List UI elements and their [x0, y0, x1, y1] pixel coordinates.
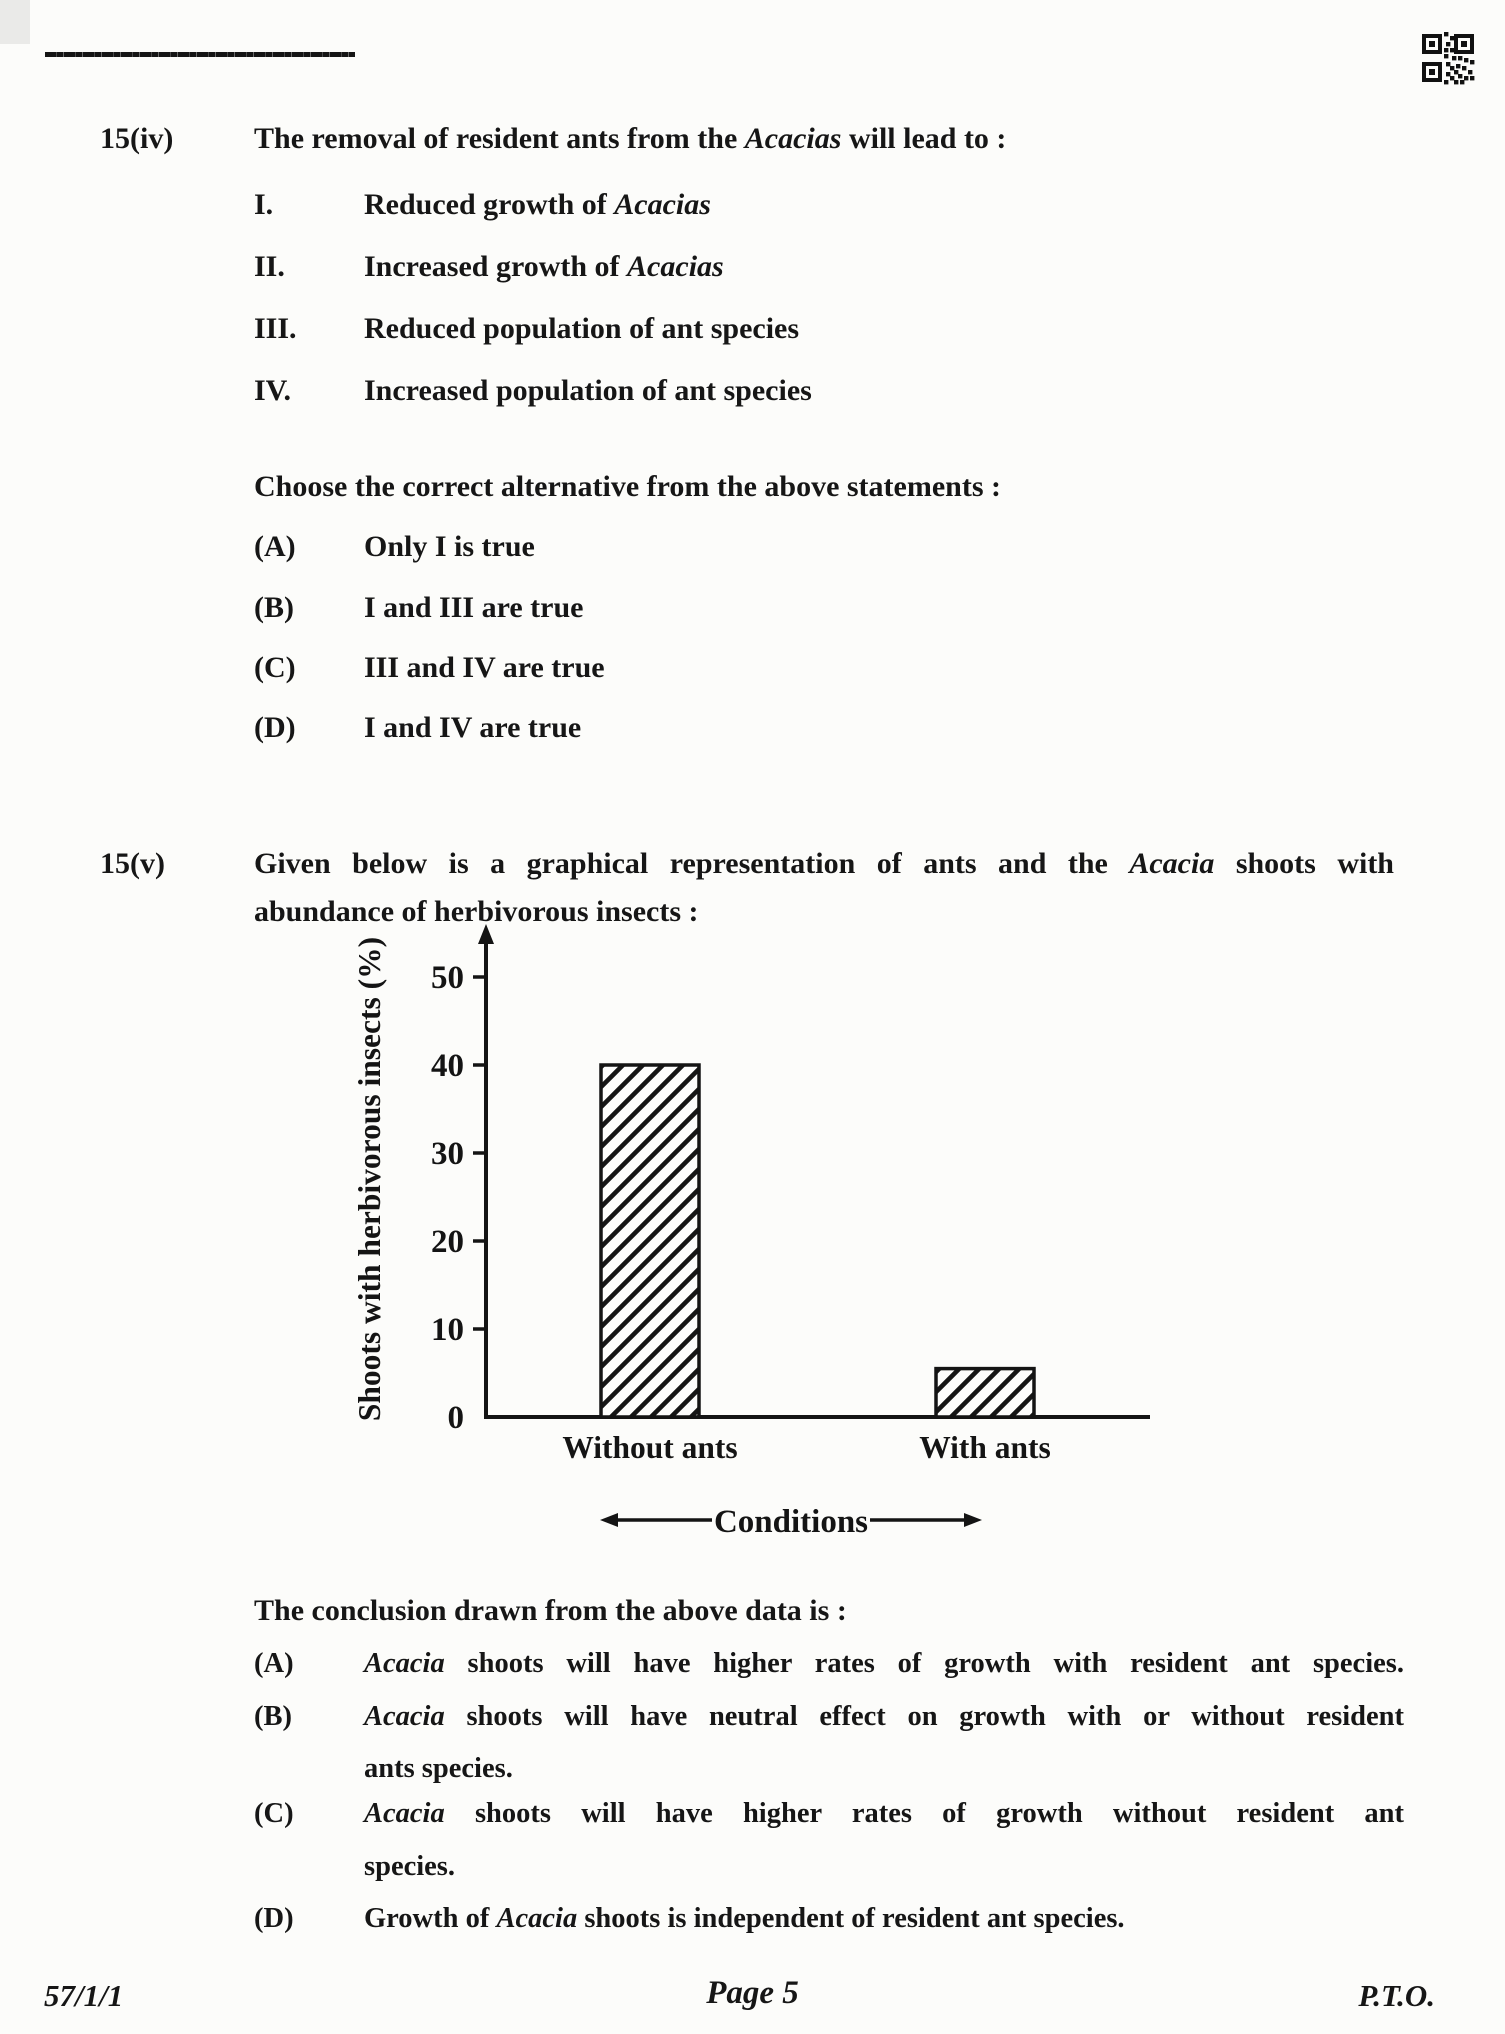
statement-numeral: II. [254, 250, 285, 283]
conclusion-option-a: Acacia shoots will have higher rates of … [364, 1646, 1404, 1682]
statement-numeral: I. [254, 188, 274, 221]
qr-code-icon [1422, 32, 1475, 85]
x-category-label: Without ants [562, 1430, 737, 1465]
option-letter: (A) [254, 1648, 294, 1679]
question-text: will lead to : [841, 122, 1007, 155]
option-italic: Acacia [364, 1648, 445, 1679]
bar-chart: 0 10 20 30 40 50 Without ants With ants Shoots w… [352, 924, 1150, 1540]
option-letter: (B) [254, 591, 294, 624]
left-arrowhead-icon [600, 1513, 618, 1527]
y-axis-title: Shoots with herbivorous insects (%) [352, 937, 387, 1421]
bar-without-ants [599, 1063, 701, 1419]
question-text-italic: Acacias [744, 122, 842, 155]
y-tick-label: 30 [431, 1136, 464, 1172]
y-tick-label: 10 [431, 1312, 464, 1348]
statement-numeral: III. [254, 312, 297, 345]
question-number-15v: 15(v) [100, 847, 165, 880]
statement-plain: Increased growth of [364, 250, 628, 283]
statement-text: Increased population of ant species [364, 372, 812, 409]
pto-label: P.T.O. [1358, 1978, 1435, 2013]
question-15iv-text: The removal of resident ants from the Ac… [254, 120, 1006, 157]
statement-numeral: IV. [254, 374, 291, 407]
page-number: Page 5 [706, 1975, 799, 2011]
option-text: I and IV are true [364, 711, 582, 744]
conclusion-option-c-line1: Acacia shoots will have higher rates of … [364, 1796, 1404, 1832]
x-axis-title: Conditions [714, 1504, 868, 1540]
option-italic: Acacia [364, 1701, 445, 1732]
option-letter: (D) [254, 1903, 294, 1934]
statement-text: Reduced growth of Acacias [364, 186, 711, 223]
option-text: III and IV are true [364, 651, 605, 684]
scan-artifact [0, 0, 30, 44]
option-text: Only I is true [364, 530, 535, 563]
question-text-italic: Acacia [1129, 847, 1215, 880]
statement-italic: Acacias [627, 250, 724, 283]
statement-text: Increased growth of Acacias [364, 248, 724, 285]
statement-text: Reduced population of ant species [364, 310, 799, 347]
option-letter: (B) [254, 1701, 292, 1732]
option-text: I and III are true [364, 591, 584, 624]
statement-plain: Reduced population of ant species [364, 312, 800, 345]
dashed-rule-icon [45, 52, 355, 57]
conclusion-heading: The conclusion drawn from the above data… [254, 1594, 847, 1627]
question-text: The removal of resident ants from the [254, 122, 745, 155]
question-text: shoots with [1214, 847, 1394, 880]
paper-code: 57/1/1 [44, 1978, 124, 2013]
y-tick-label: 0 [448, 1400, 465, 1436]
conclusion-option-d: Growth of Acacia shoots is independent o… [364, 1901, 1424, 1937]
statement-plain: Increased population of ant species [364, 374, 812, 407]
question-text: Given below is a graphical representatio… [254, 847, 1130, 880]
right-arrowhead-icon [964, 1513, 982, 1527]
y-tick-label: 40 [431, 1048, 464, 1084]
option-plain: shoots is independent of resident ant sp… [577, 1903, 1125, 1934]
question-15v-line1: Given below is a graphical representatio… [254, 845, 1394, 882]
y-tick-label: 20 [431, 1224, 464, 1260]
question-number-15iv: 15(iv) [100, 122, 174, 155]
option-letter: (D) [254, 711, 296, 744]
conclusion-option-c-line2: species. [364, 1851, 456, 1882]
y-tick-label: 50 [431, 960, 464, 996]
question-15v-line2: abundance of herbivorous insects : [254, 895, 699, 928]
option-italic: Acacia [496, 1903, 578, 1934]
choose-line: Choose the correct alternative from the … [254, 470, 1001, 503]
conclusion-option-b-line1: Acacia shoots will have neutral effect o… [364, 1699, 1404, 1735]
statement-italic: Acacias [614, 188, 711, 221]
option-plain: Growth of [364, 1903, 497, 1934]
option-letter: (A) [254, 530, 296, 563]
conclusion-option-b-line2: ants species. [364, 1753, 513, 1784]
option-plain: shoots will have higher rates of growth … [444, 1798, 1404, 1829]
bar-with-ants [934, 1366, 1036, 1419]
qr-modules [1444, 32, 1475, 85]
statement-plain: Reduced growth of [364, 188, 615, 221]
x-category-label: With ants [919, 1430, 1051, 1465]
option-italic: Acacia [364, 1798, 445, 1829]
y-axis-arrow-icon [478, 924, 494, 944]
option-letter: (C) [254, 1798, 294, 1829]
option-letter: (C) [254, 651, 296, 684]
option-plain: shoots will have neutral effect on growt… [444, 1701, 1404, 1732]
option-plain: shoots will have higher rates of growth … [444, 1648, 1404, 1679]
